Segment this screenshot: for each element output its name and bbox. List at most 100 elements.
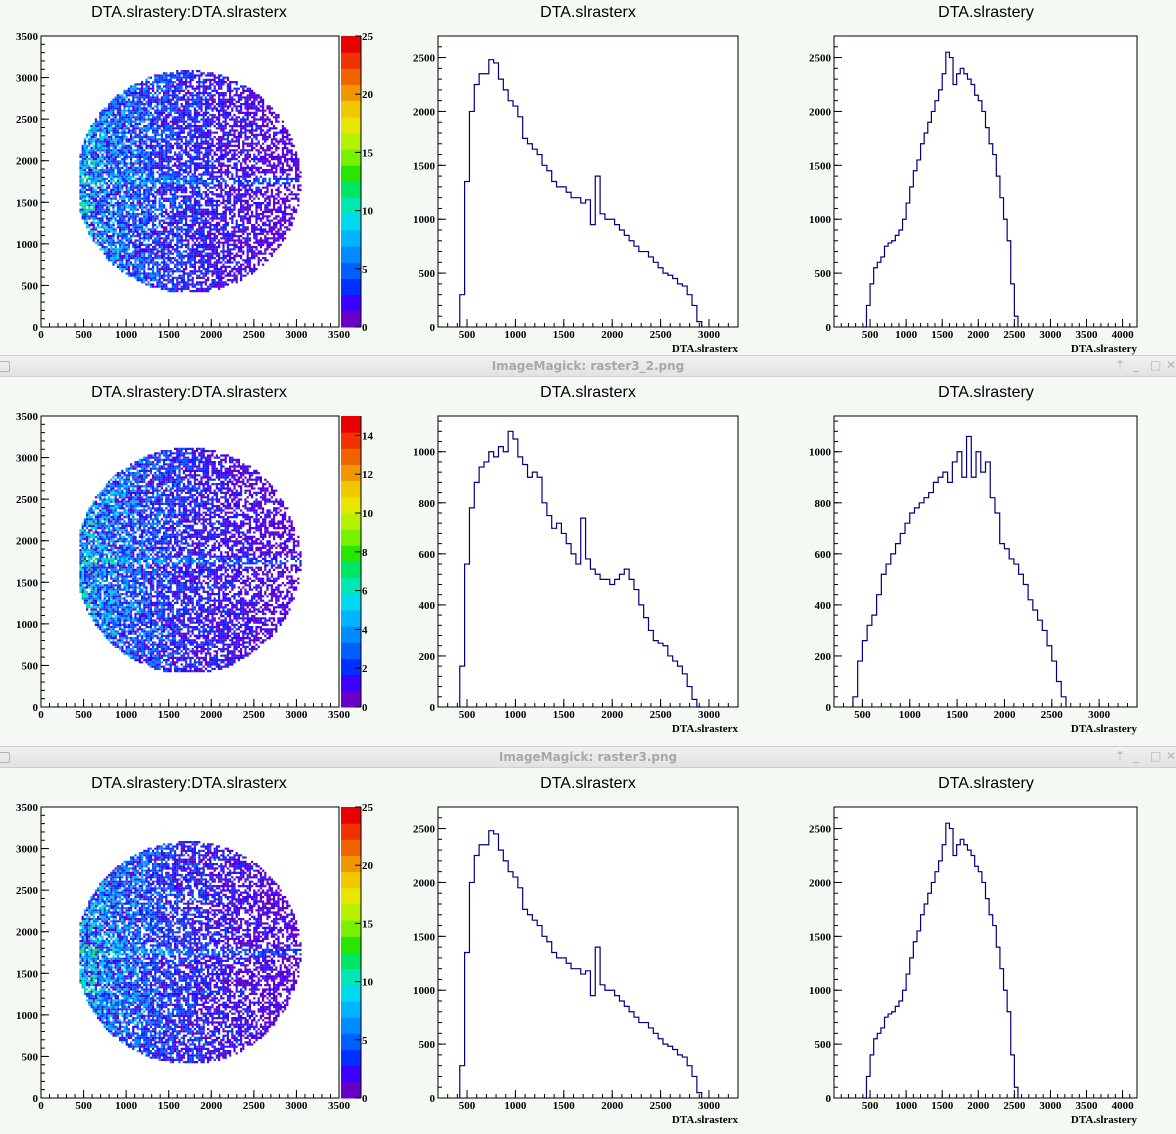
palette-tick-label: 25: [362, 31, 374, 43]
y-tick-label: 2500: [413, 824, 436, 836]
y-tick-label: 1000: [413, 214, 436, 226]
y-tick-label: 0: [826, 1093, 832, 1105]
x-tick-label: 1000: [504, 709, 527, 721]
x-tick-label: 2500: [1003, 329, 1026, 341]
palette-swatch: [341, 294, 361, 312]
window-menu-icon[interactable]: [0, 752, 10, 763]
x-tick-label: 1500: [158, 1100, 181, 1112]
palette-swatch: [341, 545, 361, 562]
palette-tick-label: 12: [362, 469, 374, 481]
window-up-icon[interactable]: ⇡: [1115, 358, 1126, 372]
palette-swatch: [341, 213, 361, 231]
histogram-line: [852, 435, 1067, 707]
palette-swatch: [341, 1033, 361, 1050]
y-tick-label: 0: [430, 702, 436, 714]
palette-swatch: [341, 448, 361, 465]
x-tick-label: 1000: [115, 709, 138, 721]
window-up-icon[interactable]: ⇡: [1115, 749, 1126, 763]
heatmap-cell: [79, 915, 115, 993]
window-close-icon[interactable]: ✕: [1166, 749, 1176, 763]
heatmap-cells: [79, 70, 302, 293]
palette-tick-label: 0: [362, 322, 368, 334]
palette-swatch: [341, 626, 361, 643]
palette-tick-label: 10: [362, 977, 374, 989]
palette-swatch: [341, 1081, 361, 1099]
window-close-icon[interactable]: ✕: [1166, 358, 1176, 372]
histogram-panel: DTA.slrastery DTA.slrastery 500 1000 1500 200…: [809, 4, 1138, 355]
y-tick-label: 500: [815, 1039, 832, 1051]
y-tick-label: 2000: [809, 877, 832, 889]
histogram-panel: DTA.slrastery DTA.slrastery 500 1000 1500 200…: [809, 775, 1138, 1126]
window-minimize-icon[interactable]: _: [1133, 358, 1139, 372]
palette-swatch: [341, 855, 361, 873]
heatmap-cell: [79, 841, 302, 1064]
x-tick-label: 2000: [601, 1100, 624, 1112]
histogram-line: [459, 430, 702, 708]
x-tick-label: 3500: [328, 709, 351, 721]
y-tick-label: 500: [22, 280, 39, 292]
palette-swatch: [341, 149, 361, 166]
y-tick-label: 3500: [16, 802, 39, 814]
palette-swatch: [341, 1017, 361, 1034]
y-tick-label: 3500: [16, 31, 39, 43]
y-tick-label: 1500: [413, 931, 436, 943]
x-tick-label: 500: [459, 329, 476, 341]
y-tick-label: 1000: [16, 619, 39, 631]
palette-swatch: [341, 529, 361, 546]
x-tick-label: 1000: [115, 1100, 138, 1112]
heatmap-cell: [79, 882, 119, 1028]
x-tick-label: 1500: [158, 329, 181, 341]
x-tick-label: 2500: [650, 329, 673, 341]
heatmap-cell: [79, 70, 300, 293]
y-tick-label: 3000: [16, 453, 39, 465]
palette-swatch: [341, 807, 361, 824]
heatmap-cell: [79, 447, 302, 673]
heatmap-cell: [81, 845, 232, 1064]
window-titlebar-3[interactable]: ImageMagick: raster3.png ⇡ _ □ ✕: [0, 746, 1176, 768]
window-titlebar-2[interactable]: ImageMagick: raster3_2.png ⇡ _ □ ✕: [0, 355, 1176, 377]
palette-swatch: [341, 52, 361, 69]
palette-swatch: [341, 1001, 361, 1018]
histogram-line: [459, 59, 703, 327]
plot-title: DTA.slrasterx: [540, 384, 636, 401]
y-tick-label: 2500: [809, 824, 832, 836]
x-tick-label: 2000: [601, 329, 624, 341]
y-tick-label: 200: [815, 651, 832, 663]
y-tick-label: 2000: [16, 536, 39, 548]
window-title: ImageMagick: raster3_2.png: [491, 359, 685, 373]
x-tick-label: 500: [862, 1100, 879, 1112]
y-tick-label: 2000: [413, 877, 436, 889]
palette-swatch: [341, 246, 361, 263]
heatmap-cell: [79, 447, 302, 673]
palette-tick-label: 20: [362, 860, 374, 872]
window-maximize-icon[interactable]: □: [1150, 749, 1162, 763]
x-tick-label: 2500: [1041, 709, 1064, 721]
palette-swatch: [341, 36, 361, 53]
x-tick-label: 1000: [895, 1100, 918, 1112]
x-tick-label: 2000: [200, 329, 223, 341]
y-tick-label: 0: [33, 702, 39, 714]
x-tick-label: 2000: [967, 329, 990, 341]
plot-title: DTA.slrastery:DTA.slrasterx: [91, 4, 287, 21]
x-tick-label: 3000: [285, 1100, 308, 1112]
x-tick-label: 2500: [1003, 1100, 1026, 1112]
window-menu-icon[interactable]: [0, 361, 10, 372]
x-tick-label: 3000: [285, 329, 308, 341]
window-minimize-icon[interactable]: _: [1133, 749, 1139, 763]
x-tick-label: 1000: [115, 329, 138, 341]
palette-swatch: [341, 68, 361, 85]
heatmap-panel: DTA.slrastery:DTA.slrasterx 0 5 10 15 20 25 0 50…: [16, 775, 374, 1112]
x-tick-label: 3000: [1088, 709, 1111, 721]
heatmap-cells: [79, 841, 302, 1064]
palette-swatch: [341, 968, 361, 986]
y-tick-label: 0: [430, 322, 436, 334]
x-tick-label: 500: [459, 709, 476, 721]
x-tick-label: 3500: [1076, 329, 1099, 341]
window-title: ImageMagick: raster3.png: [498, 750, 678, 764]
histogram-panel: DTA.slrasterx DTA.slrasterx 500 1000 1500 200…: [413, 4, 739, 355]
y-tick-label: 500: [419, 268, 436, 280]
window-maximize-icon[interactable]: □: [1150, 358, 1162, 372]
palette-tick-label: 0: [362, 1093, 368, 1105]
x-tick-label: 2000: [993, 709, 1016, 721]
